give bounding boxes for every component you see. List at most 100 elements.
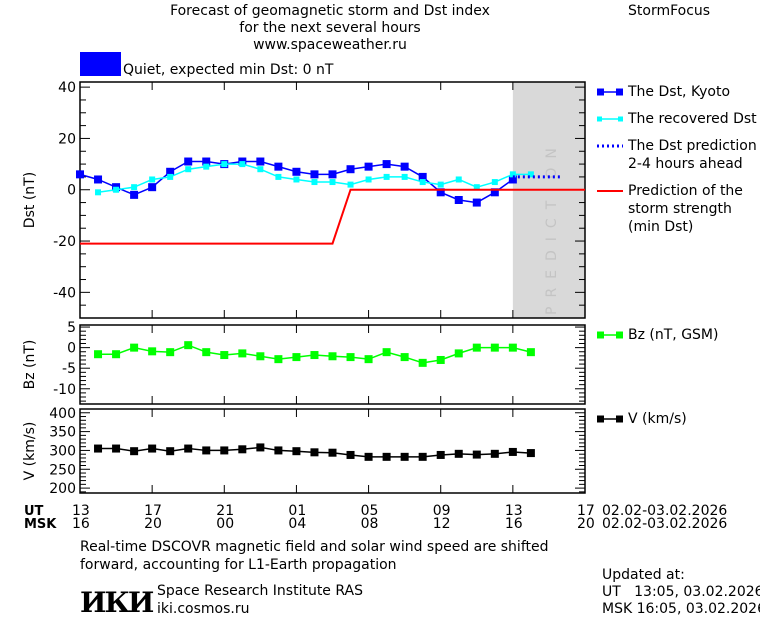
data-point	[527, 171, 534, 178]
data-point	[238, 349, 247, 358]
data-point	[256, 443, 265, 452]
updated-msk: MSK 16:05, 03.02.2026	[602, 601, 760, 617]
data-point	[382, 452, 391, 461]
data-point	[364, 162, 373, 171]
data-point	[346, 165, 355, 174]
status-text: Quiet, expected min Dst: 0 nT	[123, 62, 334, 78]
institute-site[interactable]: iki.cosmos.ru	[157, 601, 250, 617]
data-point	[455, 176, 462, 183]
institute-name: Space Research Institute RAS	[157, 583, 363, 599]
note-line2: forward, accounting for L1-Earth propaga…	[80, 557, 397, 573]
legend-label: storm strength	[628, 201, 732, 217]
data-point	[203, 163, 210, 170]
data-point	[94, 350, 103, 359]
data-point	[130, 447, 139, 456]
data-point	[490, 343, 499, 352]
y-tick-label: 250	[49, 462, 76, 478]
ut-tick-label: 05	[360, 503, 379, 519]
data-point	[256, 352, 265, 361]
data-point	[238, 445, 247, 454]
prediction-band-label: PREDICTION	[544, 139, 560, 315]
data-point	[166, 348, 175, 357]
data-point	[400, 162, 409, 171]
data-point	[94, 444, 103, 453]
data-point	[76, 170, 84, 179]
data-point	[346, 450, 355, 459]
legend-label: V (km/s)	[628, 411, 687, 427]
msk-tick-label: 20	[577, 516, 595, 532]
data-point	[382, 348, 391, 357]
data-point	[526, 449, 535, 458]
data-point	[292, 447, 301, 456]
data-point	[130, 343, 139, 352]
msk-label: MSK	[24, 517, 57, 532]
data-point	[257, 166, 264, 173]
data-point	[364, 452, 373, 461]
data-point	[508, 175, 517, 184]
data-point	[184, 157, 193, 166]
data-point	[346, 353, 355, 362]
data-point	[149, 176, 156, 183]
data-point	[509, 171, 516, 178]
data-point	[202, 446, 211, 455]
y-tick-label: 20	[58, 131, 76, 147]
legend-marker	[597, 116, 602, 122]
y-axis-label: Dst (nT)	[22, 172, 38, 228]
data-point	[437, 181, 444, 188]
y-tick-label: -5	[62, 361, 76, 377]
data-point	[220, 446, 229, 455]
legend-label: The Dst, Kyoto	[627, 84, 730, 100]
data-point	[472, 198, 481, 207]
y-tick-label: 300	[49, 443, 76, 459]
legend-marker	[597, 331, 604, 339]
brand: StormFocus	[628, 3, 711, 19]
panel-frame	[79, 408, 586, 494]
data-point	[293, 176, 300, 183]
updated-label: Updated at:	[602, 567, 685, 583]
prediction-band	[512, 82, 585, 318]
y-tick-label: 350	[49, 425, 76, 441]
data-point	[454, 196, 463, 204]
legend-label: 2-4 hours ahead	[628, 156, 743, 172]
data-point	[418, 358, 427, 367]
msk-tick-label: 12	[432, 516, 451, 532]
data-point	[347, 181, 354, 188]
ut-tick-label: 21	[216, 503, 235, 519]
data-point	[310, 170, 319, 179]
msk-dates: 02.02-03.02.2026	[602, 516, 728, 532]
legend-marker	[618, 116, 623, 122]
series-line	[80, 188, 585, 245]
data-point	[166, 447, 175, 456]
y-axis-label: Bz (nT)	[22, 340, 38, 390]
status-color-box	[80, 52, 121, 76]
y-tick-label: 0	[67, 341, 76, 357]
data-point	[328, 352, 337, 361]
y-tick-label: 40	[58, 80, 76, 96]
data-point	[131, 184, 138, 191]
ut-tick-label: 13	[72, 503, 90, 519]
data-point	[491, 179, 498, 186]
data-point	[473, 184, 480, 191]
y-tick-label: -20	[53, 234, 76, 250]
legend-label: Bz (nT, GSM)	[628, 327, 718, 343]
legend-marker	[597, 88, 604, 96]
panel-frame	[79, 81, 586, 319]
data-point	[274, 355, 283, 364]
data-point	[436, 188, 445, 197]
data-point	[436, 355, 445, 364]
msk-tick-label: 16	[504, 516, 523, 532]
data-point	[508, 447, 517, 456]
data-point	[328, 448, 337, 457]
ut-tick-label: 17	[144, 503, 162, 519]
data-point	[112, 350, 121, 359]
ut-tick-label: 13	[504, 503, 523, 519]
legend-label: (min Dst)	[628, 219, 693, 235]
data-point	[400, 452, 409, 461]
data-point	[364, 355, 373, 364]
data-point	[274, 446, 283, 455]
data-point	[130, 190, 139, 199]
y-axis-label: V (km/s)	[22, 422, 38, 481]
data-point	[310, 448, 319, 457]
data-point	[202, 348, 211, 357]
data-point	[112, 444, 121, 453]
